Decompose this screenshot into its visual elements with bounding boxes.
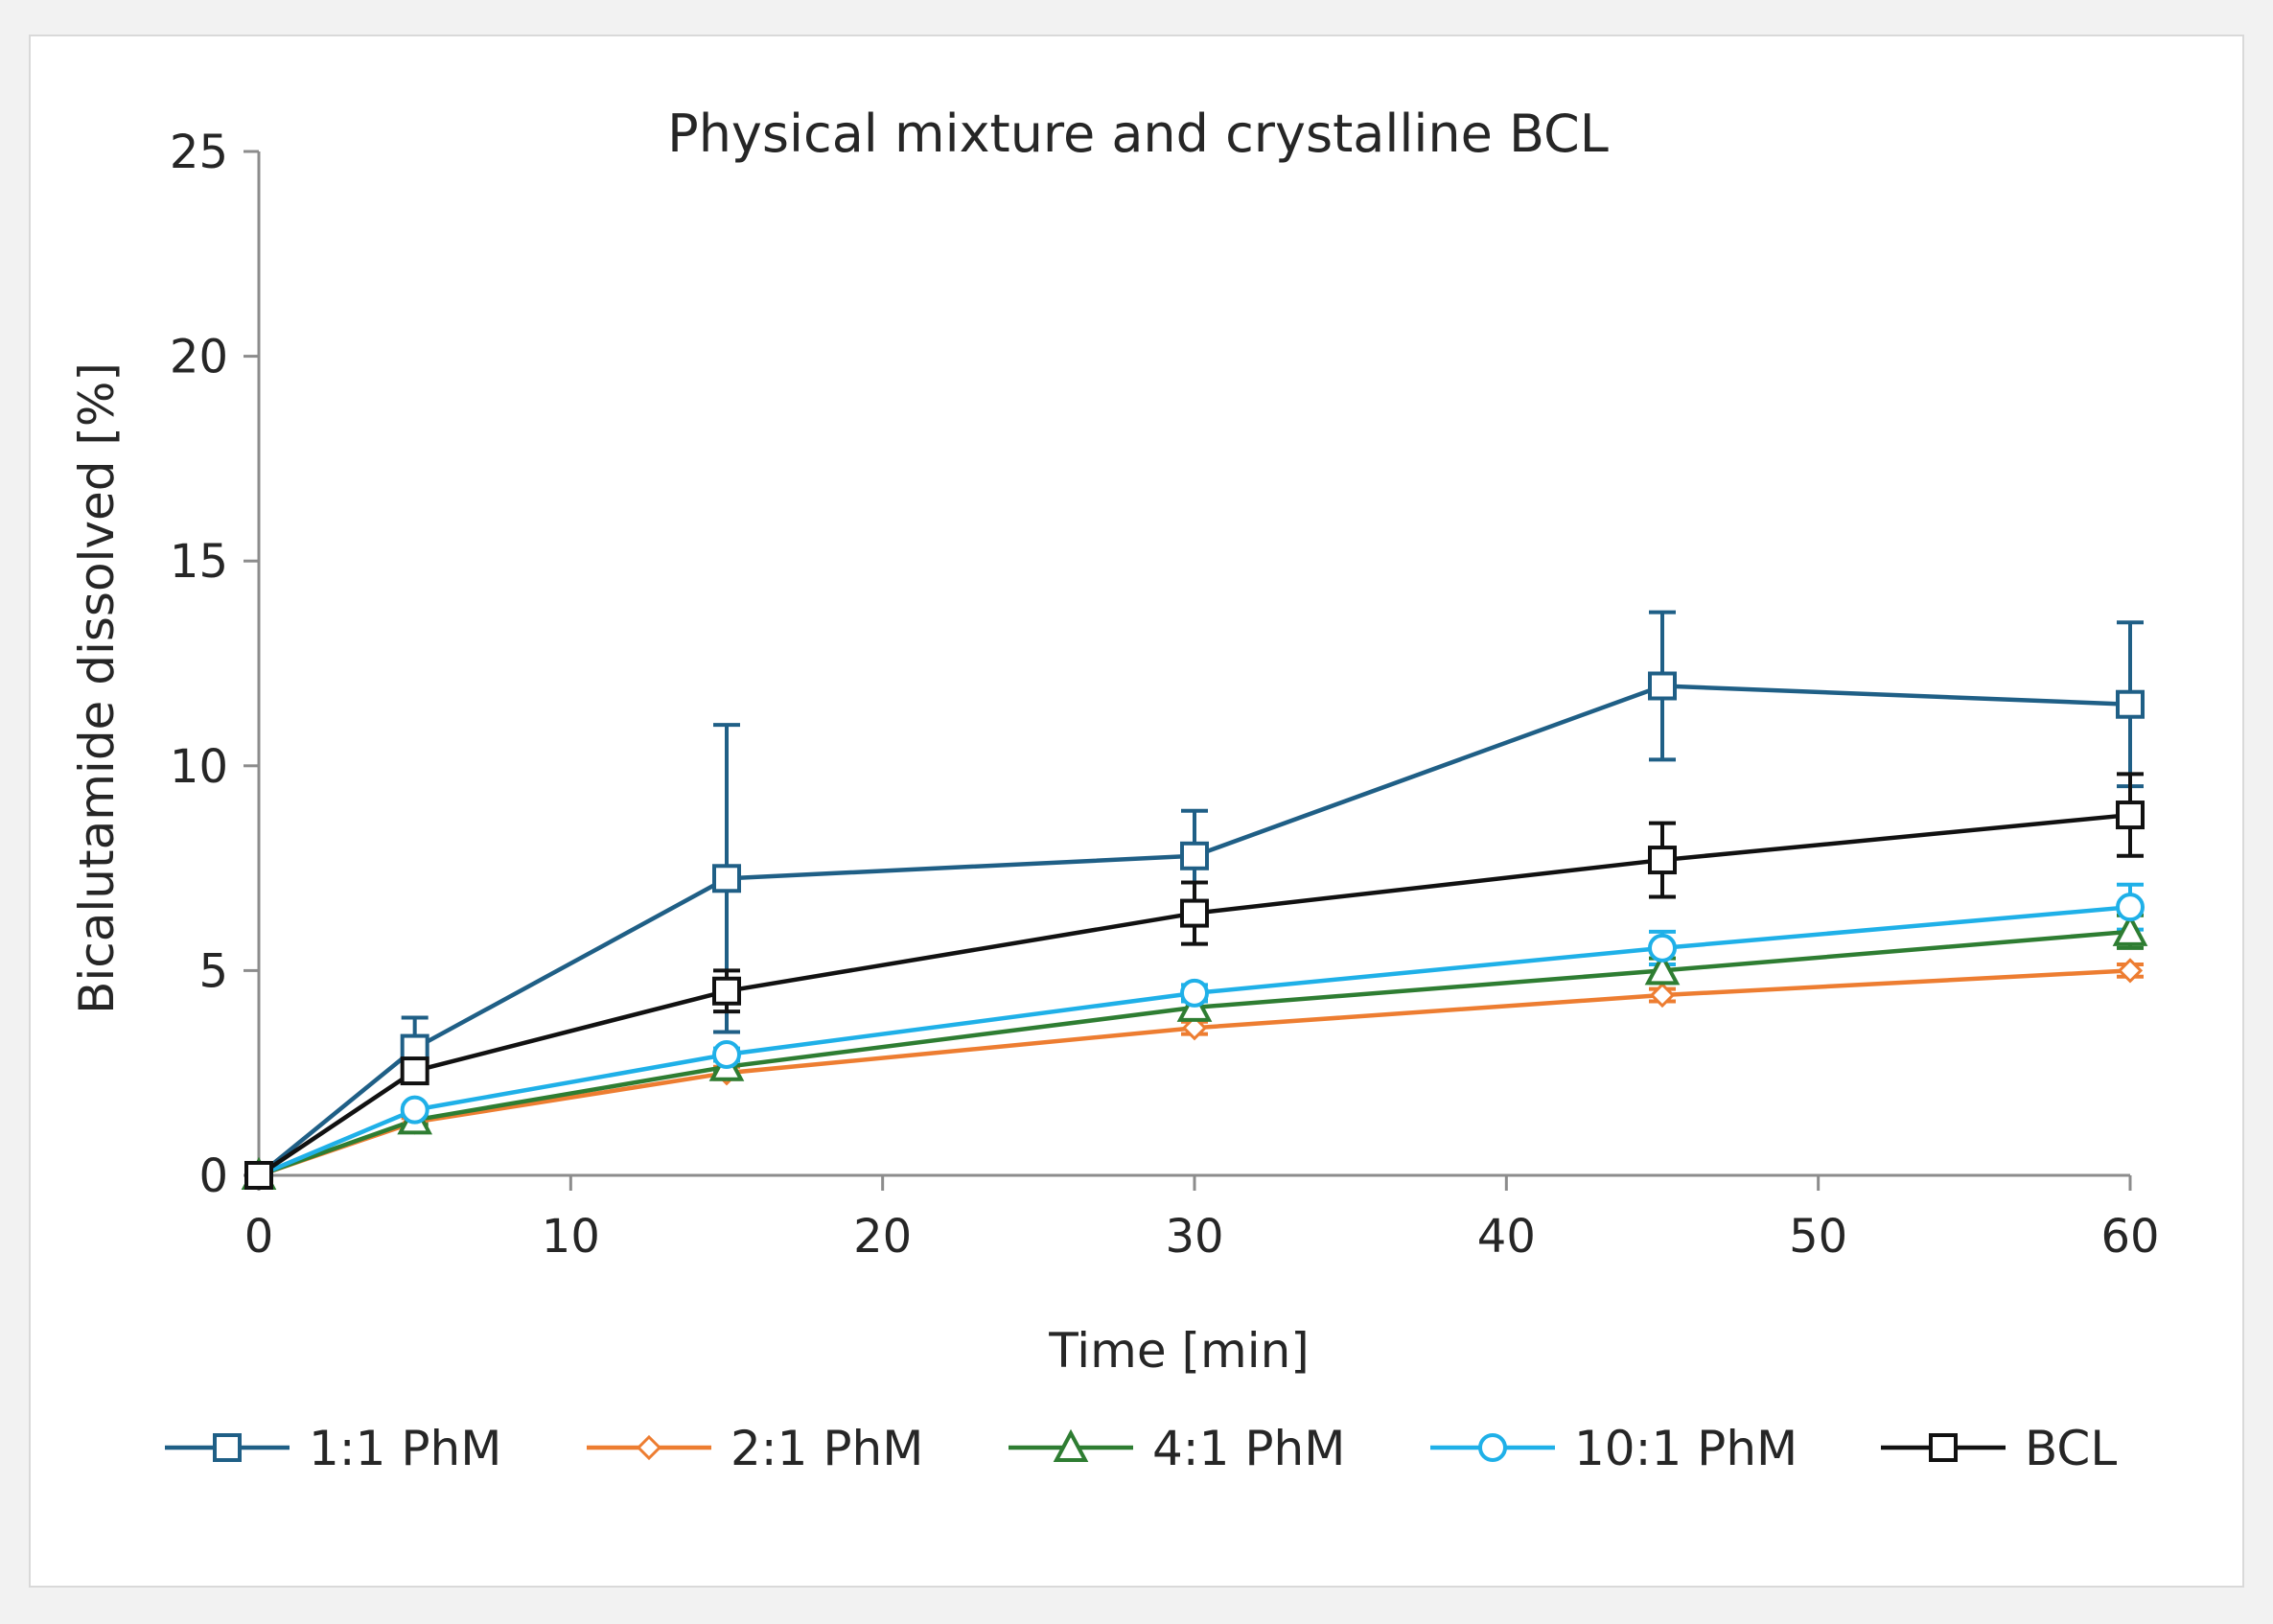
series-line-1-1-phm xyxy=(257,684,2131,1177)
series-lines xyxy=(257,684,2131,1178)
legend-swatch-marker xyxy=(1929,1433,1958,1462)
data-point-bcl xyxy=(1180,898,1209,928)
y-tick-label: 5 xyxy=(198,944,228,998)
series-line-bcl xyxy=(257,812,2131,1177)
x-tick-label: 0 xyxy=(244,1210,274,1264)
x-tick-label: 50 xyxy=(1789,1210,1847,1264)
data-point-4-1-phm xyxy=(2112,913,2148,946)
data-point-2-1-phm xyxy=(1181,1015,1208,1041)
legend-swatch-marker xyxy=(1478,1433,1507,1462)
legend-swatch-marker xyxy=(636,1434,662,1461)
data-point-bcl xyxy=(2116,800,2145,830)
axes: 0 5 10 15 20 25 0 10 20 30 40 50 60 xyxy=(170,126,2160,1264)
legend-swatch-marker xyxy=(1053,1428,1089,1462)
data-point-10-1-phm xyxy=(1648,933,1677,963)
y-tick-label: 0 xyxy=(198,1149,228,1203)
x-tick-label: 10 xyxy=(542,1210,600,1264)
chart-frame: Physical mixture and crystalline BCL Bic… xyxy=(29,35,2244,1588)
legend-swatch-marker xyxy=(213,1433,242,1462)
y-axis-title: Bicalutamide dissolved [%] xyxy=(69,362,125,1014)
line-chart: Physical mixture and crystalline BCL Bic… xyxy=(69,104,2160,1476)
series-line-10-1-phm xyxy=(258,904,2131,1178)
legend-label: BCL xyxy=(2025,1421,2117,1476)
data-point-1-1-phm xyxy=(712,864,741,893)
legend-item-10-1-phm: 10:1 PhM xyxy=(1430,1421,1798,1476)
x-tick-label: 20 xyxy=(853,1210,912,1264)
legend-item-2-1-phm: 2:1 PhM xyxy=(587,1421,923,1476)
x-axis-title: Time [min] xyxy=(1048,1323,1310,1379)
data-point-2-1-phm xyxy=(1649,982,1676,1009)
data-point-2-1-phm xyxy=(2117,958,2144,984)
data-point-1-1-phm xyxy=(1180,841,1209,870)
x-tick-label: 40 xyxy=(1477,1210,1536,1264)
legend-label: 2:1 PhM xyxy=(731,1421,923,1476)
data-point-10-1-phm xyxy=(1180,978,1209,1008)
x-tick-label: 60 xyxy=(2100,1210,2159,1264)
data-point-4-1-phm xyxy=(1644,952,1681,986)
data-point-1-1-phm xyxy=(1648,671,1677,701)
data-point-10-1-phm xyxy=(712,1039,741,1069)
data-point-bcl xyxy=(400,1056,429,1086)
legend-item-bcl: BCL xyxy=(1881,1421,2117,1476)
data-point-bcl xyxy=(712,976,741,1006)
data-point-10-1-phm xyxy=(400,1095,429,1125)
series-markers xyxy=(241,671,2148,1190)
y-tick-label: 10 xyxy=(170,740,228,794)
data-point-10-1-phm xyxy=(2116,893,2145,922)
legend-item-1-1-phm: 1:1 PhM xyxy=(165,1421,501,1476)
legend-label: 1:1 PhM xyxy=(309,1421,501,1476)
y-tick-label: 25 xyxy=(170,126,228,179)
series-line-4-1-phm xyxy=(258,929,2131,1178)
y-tick-label: 15 xyxy=(170,535,228,589)
data-point-bcl xyxy=(244,1161,273,1190)
data-point-bcl xyxy=(1648,846,1677,875)
chart-title: Physical mixture and crystalline BCL xyxy=(667,104,1609,164)
error-bars xyxy=(401,610,2144,1128)
legend-label: 10:1 PhM xyxy=(1574,1421,1798,1476)
legend-item-4-1-phm: 4:1 PhM xyxy=(1009,1421,1345,1476)
x-tick-label: 30 xyxy=(1165,1210,1223,1264)
legend: 1:1 PhM 2:1 PhM 4:1 PhM 10:1 PhM BCL xyxy=(165,1421,2117,1476)
legend-label: 4:1 PhM xyxy=(1152,1421,1345,1476)
data-point-1-1-phm xyxy=(2116,689,2145,719)
y-tick-label: 20 xyxy=(170,331,228,384)
